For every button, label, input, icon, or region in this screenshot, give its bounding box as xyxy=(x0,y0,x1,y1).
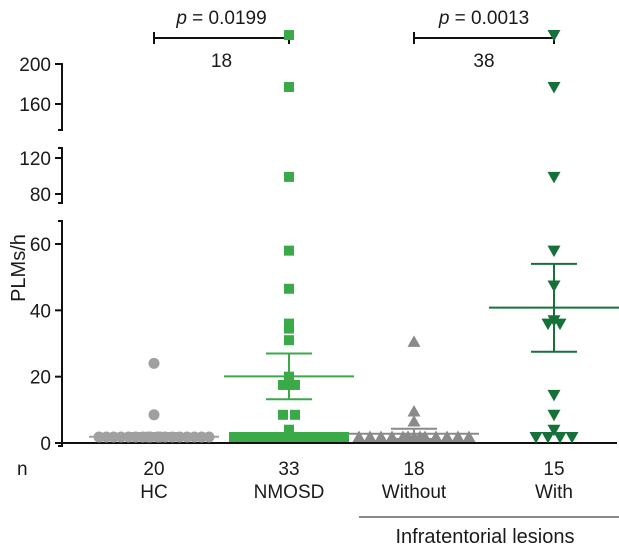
data-point xyxy=(284,424,294,435)
data-point xyxy=(332,432,343,442)
n-prefix-label: n xyxy=(17,459,28,480)
data-point xyxy=(284,432,294,442)
group-without-mean-sem xyxy=(349,427,479,441)
data-point xyxy=(304,432,315,442)
data-point xyxy=(374,430,388,442)
data-point xyxy=(547,245,561,258)
y-tick-label: 200 xyxy=(19,55,51,76)
data-point xyxy=(547,389,561,402)
data-point xyxy=(290,432,300,442)
x-category-label: Without xyxy=(382,482,447,503)
y-tick-label: 20 xyxy=(30,368,51,389)
y-tick-label: 80 xyxy=(30,185,51,206)
data-point xyxy=(290,379,300,390)
data-point xyxy=(451,430,465,442)
data-point xyxy=(407,404,421,417)
data-point xyxy=(284,171,294,182)
data-point xyxy=(297,432,308,442)
x-category-label: HC xyxy=(140,482,167,503)
data-point xyxy=(284,283,294,294)
data-point xyxy=(553,432,567,444)
data-point xyxy=(547,409,561,422)
y-axis-title: PLMs/h xyxy=(8,234,30,302)
data-point xyxy=(407,335,421,347)
data-point xyxy=(284,318,294,329)
comparison-hc-vs-nmosd: p = 0.0199 18 xyxy=(153,8,290,72)
y-tick-label: 160 xyxy=(19,95,51,116)
comparison-without-vs-with: p = 0.0013 38 xyxy=(413,8,555,72)
p-value-label: p = 0.0013 xyxy=(438,8,529,29)
group-without-points xyxy=(352,335,476,442)
data-point xyxy=(249,432,260,442)
comparison-brackets: p = 0.0199 18 p = 0.0013 38 xyxy=(153,8,555,72)
data-point xyxy=(440,430,454,442)
data-point xyxy=(547,82,561,94)
data-points xyxy=(93,30,579,444)
data-point xyxy=(284,335,294,346)
data-point xyxy=(385,430,399,442)
data-point xyxy=(278,379,288,390)
data-point xyxy=(284,245,294,256)
data-point xyxy=(318,432,329,442)
y-tick-label: 60 xyxy=(30,235,51,256)
data-point xyxy=(242,432,253,442)
y-axis: 0 20 40 60 80 120 160 200 xyxy=(19,55,617,455)
data-point xyxy=(547,171,561,184)
data-point xyxy=(278,432,288,442)
comparison-count-label: 38 xyxy=(473,51,494,72)
data-point xyxy=(352,430,366,442)
group-n-label: 18 xyxy=(403,459,424,480)
data-point xyxy=(278,409,288,420)
group-with-mean-sem xyxy=(489,262,619,353)
group-with-points xyxy=(529,30,579,444)
y-tick-label: 120 xyxy=(19,149,51,170)
data-point xyxy=(311,432,322,442)
data-point xyxy=(529,432,543,444)
x-category-label: NMOSD xyxy=(254,482,325,503)
group-nmosd-mean-sem xyxy=(224,352,354,401)
data-point xyxy=(325,432,336,442)
data-point xyxy=(148,409,160,421)
data-point xyxy=(235,432,246,442)
data-point xyxy=(547,424,561,437)
data-point xyxy=(284,82,294,92)
y-tick-label: 40 xyxy=(30,301,51,322)
group-hc-points xyxy=(93,357,215,443)
p-value-label: p = 0.0199 xyxy=(175,8,266,29)
data-point xyxy=(407,414,421,427)
group-n-label: 20 xyxy=(143,459,164,480)
data-point xyxy=(270,432,281,442)
data-point xyxy=(284,30,294,41)
group-n-label: 33 xyxy=(278,459,299,480)
data-point xyxy=(429,430,443,442)
y-tick-label: 0 xyxy=(40,434,51,455)
data-point xyxy=(541,432,555,444)
x-category-label: With xyxy=(535,482,573,503)
data-point xyxy=(565,432,579,444)
mean-sem-bars xyxy=(89,262,619,442)
data-point xyxy=(229,432,239,442)
group-caption: Infratentorial lesions xyxy=(396,526,575,547)
group-hc-mean-sem xyxy=(89,432,219,442)
group-nmosd-points xyxy=(229,30,349,442)
data-point xyxy=(148,357,160,369)
data-point xyxy=(547,30,561,42)
data-point xyxy=(290,409,300,420)
comparison-count-label: 18 xyxy=(211,51,232,72)
data-point xyxy=(256,432,267,442)
data-point xyxy=(263,432,274,442)
data-point xyxy=(339,432,349,442)
group-n-label: 15 xyxy=(543,459,564,480)
data-point xyxy=(462,430,476,442)
data-point xyxy=(363,430,377,442)
